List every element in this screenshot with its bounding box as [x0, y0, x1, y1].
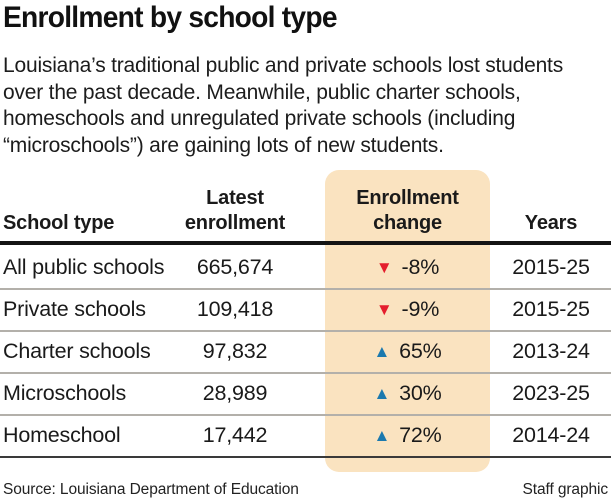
intro-line: Louisiana’s traditional public and priva…	[3, 54, 563, 77]
change-value: 72%	[399, 422, 442, 447]
column-header-enrollment-change: Enrollment change	[356, 187, 459, 234]
latest-enrollment-cell: 665,674	[196, 254, 274, 279]
years-cell: 2014-24	[512, 422, 590, 447]
school-type-cell: All public schools	[3, 254, 165, 279]
intro-line: “microschools”) are gaining lots of new …	[3, 133, 444, 157]
enrollment-change-cell: ▲ 30%	[325, 372, 490, 414]
latest-enrollment-cell: 97,832	[202, 338, 268, 363]
table-row: Charter schools 97,832 ▲ 65% 2013-24	[0, 330, 611, 374]
years-cell: 2013-24	[512, 338, 590, 363]
school-type-cell: Homeschool	[3, 422, 121, 447]
latest-enrollment-cell: 28,989	[202, 380, 268, 405]
school-type-cell: Microschools	[3, 380, 127, 405]
table-row: All public schools 665,674 ▼ -8% 2015-25	[0, 246, 611, 290]
up-triangle-icon: ▲	[373, 384, 391, 403]
enrollment-change-cell: ▼ -8%	[325, 246, 490, 288]
table-row: Microschools 28,989 ▲ 30% 2023-25	[0, 372, 611, 416]
table-row: Private schools 109,418 ▼ -9% 2015-25	[0, 288, 611, 332]
years-cell: 2015-25	[512, 254, 590, 279]
enrollment-change-cell: ▲ 65%	[325, 330, 490, 372]
down-triangle-icon: ▼	[375, 300, 393, 319]
page-title: Enrollment by school type	[3, 1, 338, 34]
intro-paragraph: Louisiana’s traditional public and priva…	[3, 53, 609, 159]
latest-enrollment-cell: 109,418	[196, 296, 274, 321]
intro-line: over the past decade. Meanwhile, public …	[3, 80, 521, 104]
column-header-years: Years	[524, 212, 578, 234]
change-value: -9%	[401, 296, 440, 321]
down-triangle-icon: ▼	[375, 258, 393, 277]
source-text: Source: Louisiana Department of Educatio…	[3, 481, 299, 498]
years-cell: 2015-25	[512, 296, 590, 321]
column-header-latest-enrollment: Latest enrollment	[184, 187, 286, 234]
intro-line: homeschools and unregulated private scho…	[3, 107, 516, 130]
change-value: -8%	[401, 254, 440, 279]
table-bottom-rule	[0, 456, 611, 458]
latest-enrollment-cell: 17,442	[202, 422, 268, 447]
highlight-column-background	[325, 170, 490, 472]
up-triangle-icon: ▲	[373, 342, 391, 361]
column-header-school-type: School type	[3, 212, 115, 234]
credit-text: Staff graphic	[522, 481, 609, 498]
school-type-cell: Charter schools	[3, 338, 151, 363]
header-rule	[0, 241, 611, 245]
change-value: 65%	[399, 338, 442, 363]
table-row: Homeschool 17,442 ▲ 72% 2014-24	[0, 414, 611, 456]
years-cell: 2023-25	[512, 380, 590, 405]
enrollment-change-cell: ▲ 72%	[325, 414, 490, 456]
enrollment-change-cell: ▼ -9%	[325, 288, 490, 330]
change-value: 30%	[399, 380, 442, 405]
school-type-cell: Private schools	[3, 296, 146, 321]
up-triangle-icon: ▲	[373, 426, 391, 445]
